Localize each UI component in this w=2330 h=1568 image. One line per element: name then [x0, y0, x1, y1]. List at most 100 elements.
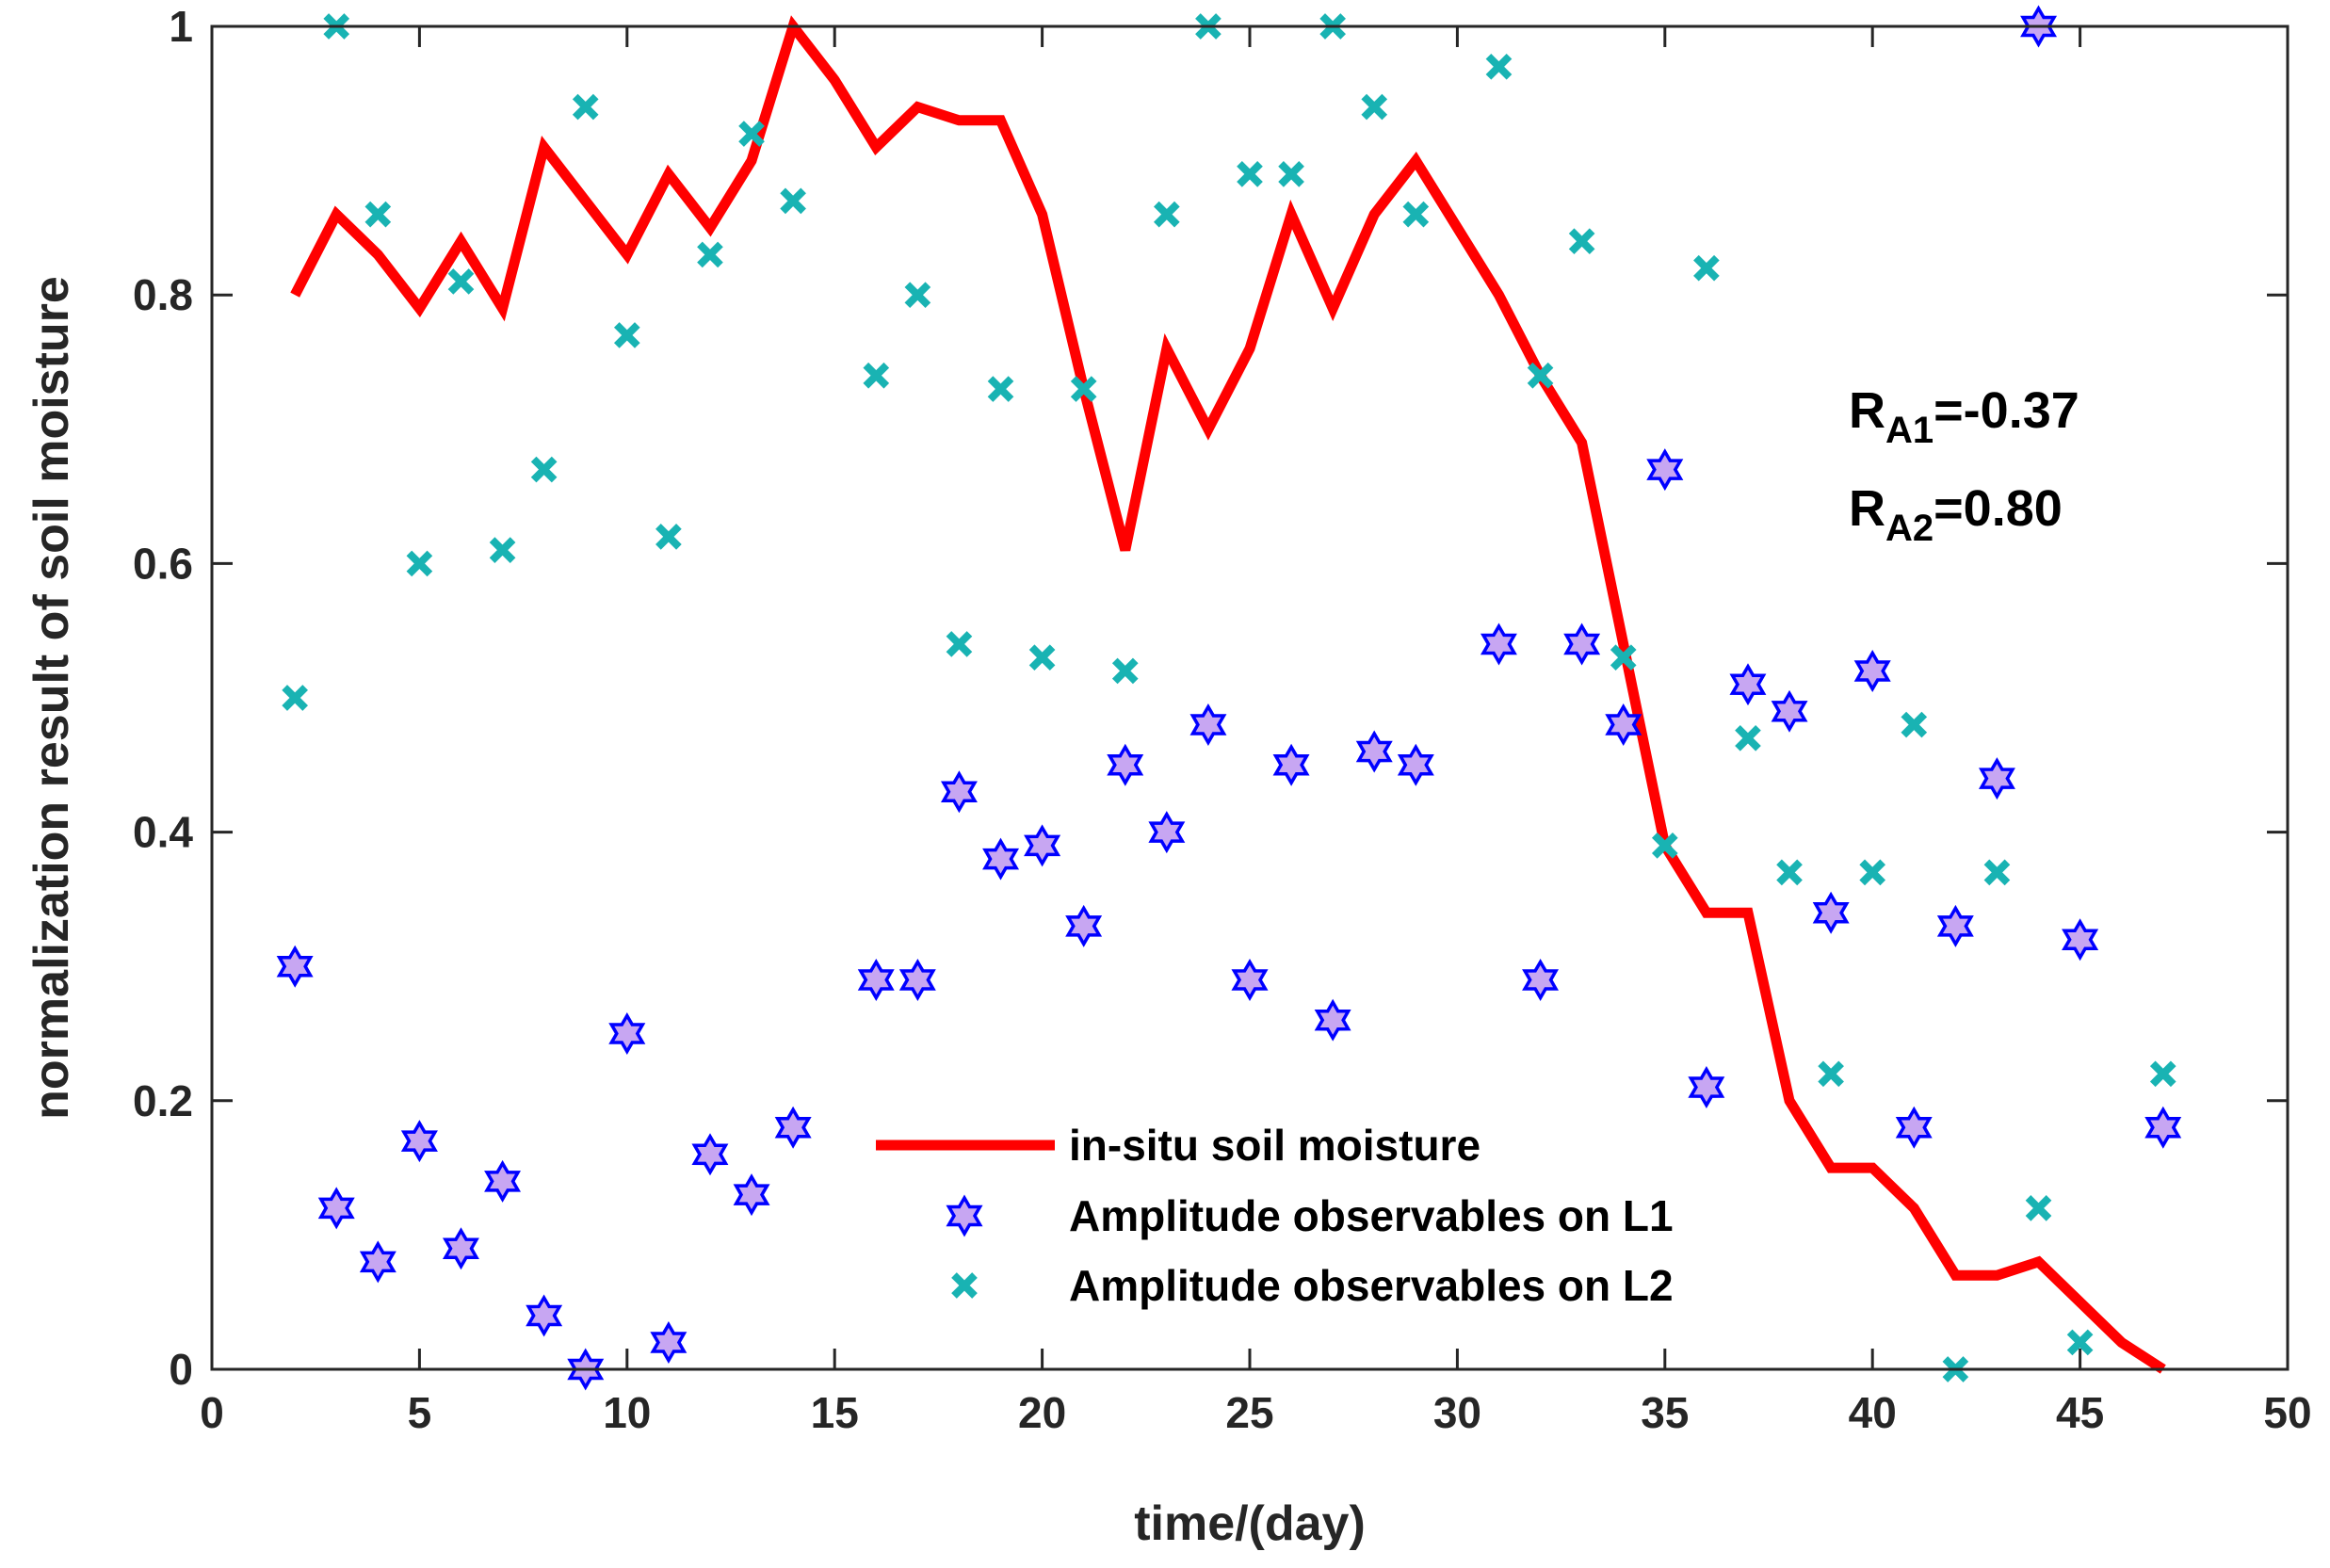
l2-point-37 — [1901, 711, 1928, 738]
correlation-annotation: RA1=-0.37 RA2=0.80 — [1849, 382, 2079, 549]
l1-point-2 — [359, 1240, 396, 1284]
l1-point-28 — [1522, 959, 1560, 1001]
l1-point-13 — [857, 959, 895, 1001]
l1-point-8 — [608, 1012, 646, 1055]
annotation-r-a1-base: R — [1849, 382, 1885, 439]
l1-point-32 — [1688, 1066, 1725, 1108]
l1-point-30 — [1605, 703, 1642, 746]
l1-point-1 — [317, 1187, 355, 1230]
l1-point-6 — [526, 1294, 563, 1337]
l2-point-41 — [2066, 1329, 2094, 1356]
annotation-r-a1: RA1=-0.37 — [1849, 382, 2079, 451]
l2-point-26 — [1402, 201, 1430, 228]
l1-point-24 — [1314, 998, 1351, 1042]
axis-ticks: 0 5 10 15 20 25 30 35 40 45 50 0 0.2 0.4 0.6 0.8 1 — [133, 2, 2312, 1437]
l1-point-10 — [691, 1133, 729, 1176]
l1-point-23 — [1272, 743, 1310, 786]
x-tick-label-10: 10 — [603, 1388, 651, 1437]
l2-point-6 — [530, 456, 558, 483]
x-tick-label-30: 30 — [1433, 1388, 1481, 1437]
l2-point-25 — [1361, 93, 1388, 121]
l2-point-39 — [1983, 859, 2011, 886]
l1-point-42 — [2144, 1106, 2182, 1149]
x-tick-label-0: 0 — [200, 1388, 224, 1437]
l2-point-9 — [655, 524, 682, 550]
l2-point-12 — [780, 187, 806, 215]
l1-point-36 — [1853, 650, 1891, 692]
x-tick-label-35: 35 — [1641, 1388, 1689, 1437]
l1-point-21 — [1189, 703, 1227, 746]
l1-point-5 — [484, 1159, 522, 1203]
l1-point-14 — [898, 959, 936, 1001]
l1-point-0 — [276, 945, 314, 988]
l2-point-4 — [447, 268, 475, 295]
l2-point-10 — [697, 241, 723, 268]
l1-point-9 — [650, 1321, 688, 1364]
y-tick-label-0.6: 0.6 — [133, 539, 193, 588]
l2-point-19 — [1111, 657, 1139, 685]
y-tick-label-0.8: 0.8 — [133, 270, 193, 319]
l1-point-15 — [940, 770, 978, 814]
annotation-r-a2-sub: A2 — [1885, 508, 1934, 549]
x-tick-label-5: 5 — [408, 1388, 432, 1437]
legend-label-l1: Amplitude observables on L1 — [1069, 1191, 1674, 1240]
l1-point-41 — [2062, 918, 2099, 962]
l1-point-4 — [442, 1227, 479, 1270]
l1-point-38 — [1936, 904, 1974, 947]
l2-point-8 — [613, 322, 640, 348]
l1-point-16 — [982, 837, 1020, 881]
l1-point-31 — [1646, 448, 1684, 492]
l2-point-7 — [572, 93, 599, 121]
x-tick-label-40: 40 — [1849, 1388, 1897, 1437]
legend-marker-l1 — [946, 1194, 983, 1237]
l2-point-14 — [904, 282, 931, 309]
y-axis-title: normalization result of soil moisture — [24, 276, 79, 1120]
l2-point-32 — [1693, 254, 1720, 282]
l1-point-35 — [1812, 891, 1850, 934]
annotation-r-a2: RA2=0.80 — [1849, 480, 2063, 549]
l1-point-22 — [1231, 959, 1269, 1001]
l1-point-39 — [1978, 757, 2015, 800]
l1-point-3 — [400, 1120, 438, 1163]
y-tick-label-0.4: 0.4 — [133, 808, 193, 857]
y-tick-label-0: 0 — [169, 1345, 193, 1394]
annotation-r-a1-sub: A1 — [1885, 410, 1934, 451]
l2-point-22 — [1237, 161, 1263, 187]
l2-point-33 — [1735, 724, 1761, 752]
x-tick-label-50: 50 — [2263, 1388, 2311, 1437]
l2-point-15 — [946, 631, 973, 657]
l2-point-30 — [1610, 644, 1637, 671]
l2-point-18 — [1070, 376, 1097, 402]
l1-point-33 — [1729, 663, 1767, 706]
l2-point-3 — [406, 550, 433, 577]
legend-swatch-l2 — [951, 1272, 978, 1299]
y-tick-label-1: 1 — [169, 2, 193, 51]
l2-point-35 — [1818, 1060, 1844, 1088]
annotation-r-a2-base: R — [1849, 480, 1885, 537]
l2-point-0 — [282, 685, 308, 711]
l2-point-42 — [2149, 1060, 2176, 1088]
l2-point-13 — [863, 362, 890, 389]
l2-point-11 — [738, 121, 765, 147]
l1-point-27 — [1480, 622, 1517, 666]
l2-point-31 — [1651, 832, 1678, 859]
y-tick-label-0.2: 0.2 — [133, 1076, 193, 1125]
legend-swatch-l1 — [946, 1194, 983, 1237]
x-tick-label-15: 15 — [811, 1388, 859, 1437]
l1-point-19 — [1107, 743, 1144, 786]
l2-point-29 — [1568, 228, 1595, 254]
l2-point-17 — [1028, 644, 1056, 671]
l1-point-18 — [1065, 904, 1103, 947]
l1-point-34 — [1771, 689, 1808, 733]
l1-point-12 — [774, 1106, 812, 1149]
legend-label-in-situ: in-situ soil moisture — [1069, 1121, 1481, 1170]
l1-point-20 — [1148, 811, 1186, 854]
l2-point-16 — [987, 376, 1014, 402]
l1-point-25 — [1355, 730, 1393, 773]
x-tick-label-20: 20 — [1018, 1388, 1066, 1437]
legend-label-l2: Amplitude observables on L2 — [1069, 1261, 1674, 1310]
x-tick-label-25: 25 — [1225, 1388, 1273, 1437]
annotation-r-a1-value: =-0.37 — [1934, 382, 2079, 439]
l2-point-28 — [1527, 362, 1554, 389]
